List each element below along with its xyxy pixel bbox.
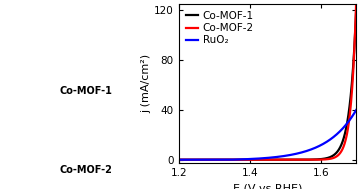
Co-MOF-2 (316, 159, 321, 161)
Co-MOF-2 (349, 101, 353, 103)
Co-MOF-1 (258, 159, 262, 161)
Co-MOF-2 (258, 159, 262, 161)
Line: Co-MOF-2: Co-MOF-2 (179, 0, 356, 160)
X-axis label: E (V vs RHE): E (V vs RHE) (233, 184, 302, 189)
RuO₂ (316, 145, 321, 147)
RuO₂ (349, 117, 353, 119)
Co-MOF-1 (263, 159, 267, 161)
Co-MOF-2 (263, 159, 267, 161)
Legend: Co-MOF-1, Co-MOF-2, RuO₂: Co-MOF-1, Co-MOF-2, RuO₂ (184, 9, 256, 47)
RuO₂ (263, 157, 267, 159)
Co-MOF-1 (177, 159, 181, 161)
Co-MOF-2 (349, 100, 353, 102)
RuO₂ (186, 159, 190, 161)
Line: RuO₂: RuO₂ (179, 110, 356, 160)
Co-MOF-1 (186, 159, 190, 161)
Co-MOF-2 (186, 159, 190, 161)
Co-MOF-1 (354, 6, 358, 9)
Co-MOF-2 (177, 159, 181, 161)
Co-MOF-1 (349, 90, 353, 92)
RuO₂ (177, 159, 181, 161)
Text: Co-MOF-2: Co-MOF-2 (59, 165, 112, 175)
Text: Co-MOF-1: Co-MOF-1 (59, 86, 112, 96)
RuO₂ (349, 117, 353, 119)
Co-MOF-1 (316, 158, 321, 160)
Line: Co-MOF-1: Co-MOF-1 (179, 8, 356, 160)
RuO₂ (258, 157, 262, 160)
RuO₂ (354, 109, 358, 111)
Co-MOF-1 (349, 91, 353, 93)
Y-axis label: j (mA/cm²): j (mA/cm²) (141, 54, 151, 113)
